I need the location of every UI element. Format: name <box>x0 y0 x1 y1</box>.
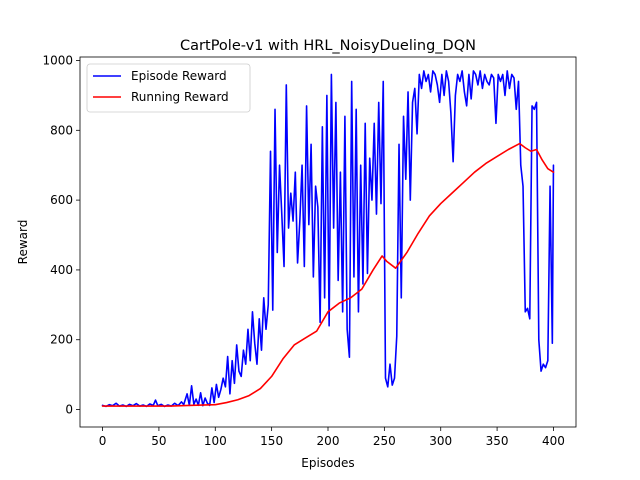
x-tick-label: 150 <box>260 434 283 448</box>
x-tick-label: 250 <box>373 434 396 448</box>
x-tick-label: 0 <box>99 434 107 448</box>
series-line-running-reward <box>101 142 555 407</box>
legend-label-running-reward: Running Reward <box>131 90 229 104</box>
legend: Episode Reward Running Reward <box>86 63 251 113</box>
chart-title: CartPole-v1 with HRL_NoisyDueling_DQN <box>180 38 476 54</box>
series-line-episode-reward <box>101 70 555 408</box>
series-layer <box>101 70 555 408</box>
y-tick-label: 200 <box>50 333 73 347</box>
y-tick-label: 400 <box>50 263 73 277</box>
x-tick-label: 400 <box>542 434 565 448</box>
x-axis-label: Episodes <box>301 456 354 470</box>
y-tick-label: 600 <box>50 193 73 207</box>
x-axis: 0 50 100 150 200 250 300 350 400 <box>99 427 565 448</box>
x-tick-label: 100 <box>204 434 227 448</box>
y-tick-label: 0 <box>65 403 73 417</box>
y-axis: 0 200 400 600 800 1000 <box>42 53 80 417</box>
y-tick-label: 1000 <box>42 53 73 67</box>
x-tick-label: 350 <box>486 434 509 448</box>
x-tick-label: 50 <box>151 434 166 448</box>
legend-box <box>86 63 251 113</box>
y-tick-label: 800 <box>50 123 73 137</box>
x-tick-label: 200 <box>317 434 340 448</box>
y-axis-label: Reward <box>16 220 30 265</box>
x-tick-label: 300 <box>429 434 452 448</box>
legend-label-episode-reward: Episode Reward <box>131 69 227 83</box>
